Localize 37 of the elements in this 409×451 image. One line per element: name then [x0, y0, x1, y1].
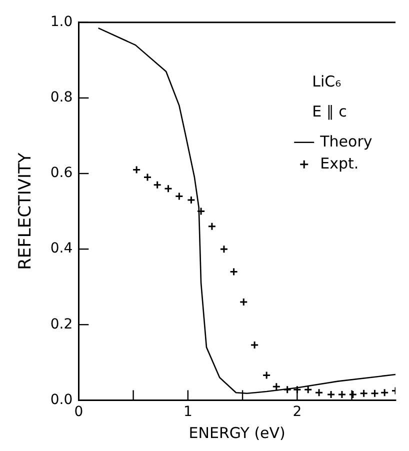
point	[250, 340, 259, 350]
point	[326, 390, 336, 399]
point	[220, 244, 228, 254]
x-axis-title: ENERGY (eV)	[188, 424, 286, 442]
point	[338, 390, 346, 399]
point	[239, 298, 248, 306]
point	[380, 388, 389, 397]
y-tick-label: 1.0	[50, 14, 73, 30]
point	[272, 382, 281, 391]
annotation: LiC₆	[312, 72, 342, 90]
point	[348, 390, 358, 399]
point	[314, 388, 324, 397]
point	[143, 173, 152, 182]
y-axis-title: REFLECTIVITY	[16, 152, 36, 270]
annotation: E ∥ c	[312, 102, 347, 120]
y-tick-label: 0.6	[50, 165, 73, 182]
y-tick-label: 0.0	[50, 392, 73, 408]
legend-label: Expt.	[320, 154, 359, 172]
point	[186, 196, 196, 204]
point	[208, 222, 216, 231]
point	[230, 268, 238, 276]
point	[164, 184, 173, 193]
x-tick-label: 0	[74, 404, 84, 420]
point	[360, 389, 368, 398]
x-tick-label: 1	[183, 404, 192, 420]
y-tick-label: 0.2	[50, 316, 73, 332]
point	[132, 165, 141, 174]
point	[174, 192, 184, 200]
point	[370, 389, 379, 398]
point	[153, 180, 162, 190]
point	[196, 207, 206, 216]
legend-label: Theory	[319, 132, 372, 150]
point	[262, 371, 271, 380]
y-tick-label: 0.4	[50, 240, 73, 257]
y-tick-label: 0.8	[50, 90, 73, 106]
x-tick-label: 2	[292, 404, 302, 420]
point	[283, 385, 292, 394]
